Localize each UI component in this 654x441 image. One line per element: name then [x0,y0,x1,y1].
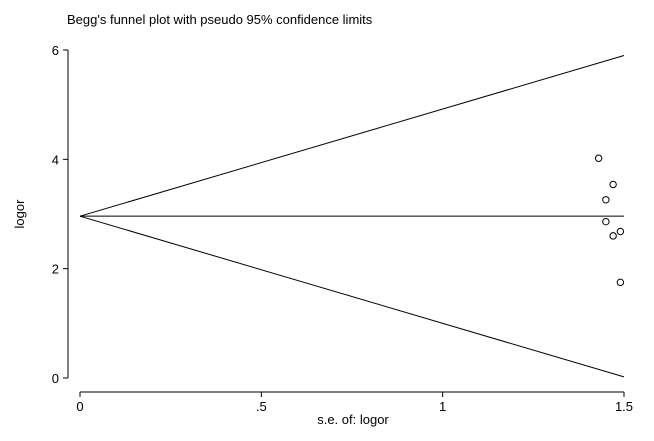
lower-confidence-limit [79,215,625,378]
study-point [616,278,625,287]
y-axis-title: logor [12,199,27,229]
study-point [609,232,617,240]
study-point [602,196,610,204]
x-tick-label: 1.5 [615,399,633,414]
x-tick-label: .5 [256,399,267,414]
x-tick-label: 0 [76,399,83,414]
upper-confidence-limit [79,54,625,217]
funnel-lines [79,54,625,378]
study-point [616,227,625,236]
y-tick-label: 0 [52,371,59,386]
study-points [594,154,625,287]
x-tick-label: 1 [439,399,446,414]
y-tick-label: 2 [52,262,59,277]
y-axis-ticks: 0 2 4 6 [52,43,68,386]
chart-title: Begg's funnel plot with pseudo 95% confi… [67,12,373,27]
y-tick-label: 6 [52,43,59,58]
study-point [594,154,603,162]
x-axis-ticks: 0 .5 1 1.5 [76,392,633,414]
x-axis-title: s.e. of: logor [317,412,389,427]
study-point [609,180,617,189]
study-point [602,217,610,226]
y-tick-label: 4 [52,152,59,167]
